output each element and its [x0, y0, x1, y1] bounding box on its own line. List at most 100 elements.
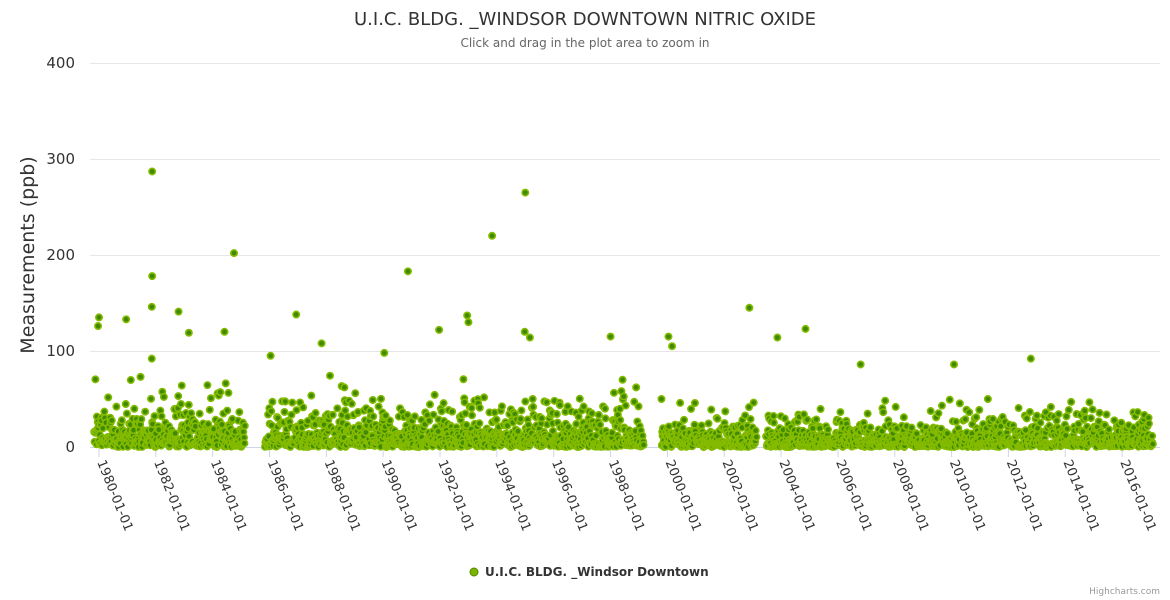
data-point[interactable] — [1102, 410, 1111, 419]
data-point[interactable] — [803, 415, 812, 424]
data-point[interactable] — [136, 372, 145, 381]
data-point[interactable] — [516, 414, 525, 423]
data-point[interactable] — [632, 383, 641, 392]
data-point[interactable] — [281, 397, 290, 406]
data-point-peak[interactable] — [147, 302, 156, 311]
data-point[interactable] — [823, 425, 832, 434]
data-point[interactable] — [680, 415, 689, 424]
data-point[interactable] — [490, 408, 499, 417]
data-point[interactable] — [204, 420, 213, 429]
data-point-peak[interactable] — [664, 332, 673, 341]
data-point-peak[interactable] — [773, 333, 782, 342]
data-point[interactable] — [223, 406, 232, 415]
data-point[interactable] — [130, 404, 139, 413]
data-point[interactable] — [639, 440, 648, 449]
data-point[interactable] — [1046, 402, 1055, 411]
data-point-peak[interactable] — [148, 167, 157, 176]
data-point[interactable] — [618, 375, 627, 384]
data-point[interactable] — [174, 392, 183, 401]
data-point[interactable] — [721, 407, 730, 416]
data-point[interactable] — [497, 402, 506, 411]
data-point[interactable] — [812, 415, 821, 424]
data-point[interactable] — [328, 410, 337, 419]
data-point[interactable] — [1148, 440, 1157, 449]
data-point[interactable] — [1085, 398, 1094, 407]
data-point[interactable] — [325, 371, 334, 380]
data-point[interactable] — [292, 406, 301, 415]
data-point[interactable] — [741, 411, 750, 420]
data-point[interactable] — [439, 399, 448, 408]
data-point[interactable] — [430, 390, 439, 399]
data-point[interactable] — [1014, 404, 1023, 413]
data-point[interactable] — [1062, 412, 1071, 421]
data-point[interactable] — [112, 402, 121, 411]
data-point[interactable] — [147, 394, 156, 403]
data-point[interactable] — [601, 414, 610, 423]
data-point[interactable] — [1064, 405, 1073, 414]
data-point[interactable] — [475, 403, 484, 412]
data-point[interactable] — [1148, 431, 1157, 440]
credits-link[interactable]: Highcharts.com — [1089, 587, 1160, 597]
data-point[interactable] — [657, 394, 666, 403]
data-point[interactable] — [517, 406, 526, 415]
data-point[interactable] — [769, 418, 778, 427]
data-point-peak[interactable] — [403, 267, 412, 276]
data-point[interactable] — [1032, 411, 1041, 420]
data-point-peak[interactable] — [435, 325, 444, 334]
data-point[interactable] — [664, 422, 673, 431]
data-point[interactable] — [713, 414, 722, 423]
data-point[interactable] — [1067, 397, 1076, 406]
data-point[interactable] — [881, 396, 890, 405]
data-point[interactable] — [619, 392, 628, 401]
data-point[interactable] — [475, 419, 484, 428]
data-point[interactable] — [303, 416, 312, 425]
data-point[interactable] — [1080, 406, 1089, 415]
data-point-peak[interactable] — [94, 322, 103, 331]
data-point[interactable] — [799, 410, 808, 419]
data-point[interactable] — [899, 413, 908, 422]
data-point[interactable] — [891, 402, 900, 411]
data-point[interactable] — [462, 421, 471, 430]
data-point-peak[interactable] — [521, 188, 530, 197]
data-point[interactable] — [184, 400, 193, 409]
data-point[interactable] — [542, 398, 551, 407]
data-point[interactable] — [690, 420, 699, 429]
data-point[interactable] — [615, 404, 624, 413]
data-point[interactable] — [311, 409, 320, 418]
data-point[interactable] — [434, 427, 443, 436]
data-point-peak[interactable] — [184, 328, 193, 337]
data-point[interactable] — [1094, 417, 1103, 426]
data-point[interactable] — [1074, 420, 1083, 429]
data-point-peak[interactable] — [488, 231, 497, 240]
data-point[interactable] — [333, 404, 342, 413]
data-point[interactable] — [117, 416, 126, 425]
data-point[interactable] — [1144, 419, 1153, 428]
data-point[interactable] — [385, 416, 394, 425]
data-point[interactable] — [287, 410, 296, 419]
legend-label[interactable]: U.I.C. BLDG. _Windsor Downtown — [485, 565, 709, 580]
data-point[interactable] — [268, 397, 277, 406]
data-point[interactable] — [934, 409, 943, 418]
data-point-peak[interactable] — [464, 318, 473, 327]
data-point[interactable] — [137, 415, 146, 424]
data-point[interactable] — [951, 417, 960, 426]
data-point[interactable] — [177, 381, 186, 390]
data-point[interactable] — [221, 379, 230, 388]
data-point[interactable] — [224, 388, 233, 397]
data-point[interactable] — [141, 407, 150, 416]
data-point[interactable] — [374, 402, 383, 411]
data-point[interactable] — [176, 400, 185, 409]
data-point[interactable] — [368, 396, 377, 405]
data-point[interactable] — [529, 402, 538, 411]
data-point[interactable] — [945, 395, 954, 404]
data-point[interactable] — [769, 411, 778, 420]
data-point[interactable] — [521, 397, 530, 406]
data-point[interactable] — [1117, 418, 1126, 427]
data-point[interactable] — [866, 423, 875, 432]
data-point[interactable] — [429, 410, 438, 419]
data-point[interactable] — [480, 393, 489, 402]
data-point-peak[interactable] — [292, 310, 301, 319]
data-point[interactable] — [217, 420, 226, 429]
data-point[interactable] — [492, 415, 501, 424]
data-point[interactable] — [937, 401, 946, 410]
